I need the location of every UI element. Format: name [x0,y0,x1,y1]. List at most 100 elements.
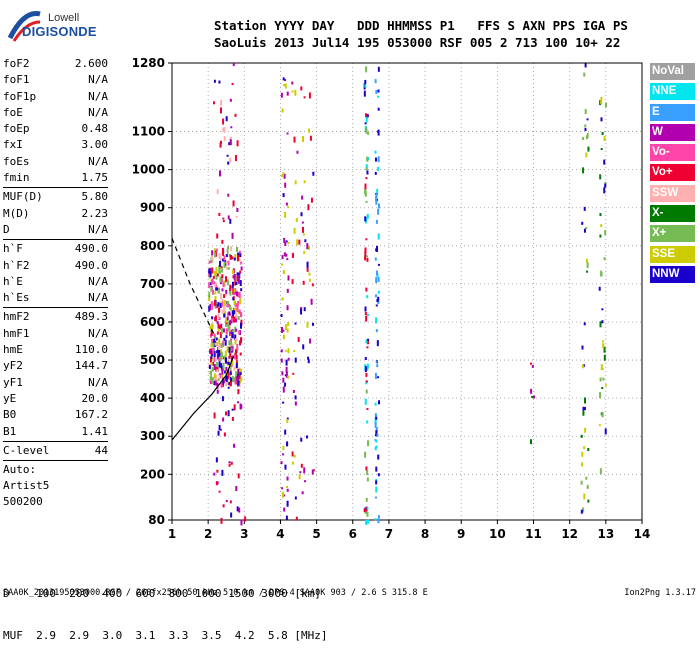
echo-point [281,255,284,260]
echo-point [219,107,222,114]
echo-point [215,267,218,273]
echo-point [213,336,216,340]
param-name: hmF2 [3,310,30,324]
echo-point [308,245,311,250]
echo-point [375,416,378,420]
echo-point [364,183,367,190]
echo-point [238,309,241,314]
echo-point [367,338,370,341]
echo-point [215,457,218,463]
echo-point [291,451,294,457]
echo-point [366,346,369,349]
echo-point [214,316,217,321]
echo-point [364,84,367,88]
echo-point [232,200,235,207]
echo-point [215,274,218,280]
echo-point [237,401,240,404]
echo-point [377,518,380,524]
echo-point [302,280,305,285]
echo-point [376,298,379,302]
echo-point [233,257,236,261]
echo-point [232,269,235,274]
echo-point [601,132,604,136]
echo-point [236,506,239,512]
echo-point [303,251,306,255]
echo-point [220,327,223,334]
echo-point [299,471,302,474]
echo-point [213,351,216,358]
echo-point [366,170,369,175]
echo-point [221,299,224,303]
echo-point [213,252,216,258]
echo-point [291,279,294,285]
x-tick-label: 12 [561,527,578,541]
echo-point [584,109,587,115]
echo-point [311,469,314,475]
echo-point [585,258,588,263]
echo-point [603,346,606,353]
auto-line: Auto: [3,463,37,477]
echo-point [306,243,309,250]
echo-point [366,408,369,411]
echo-point [603,159,606,165]
echo-point [227,215,230,220]
param-name: h`F [3,242,23,256]
echo-point [231,82,234,85]
echo-point [364,306,367,312]
echo-point [218,265,221,272]
echo-point [232,63,235,67]
param-value: N/A [88,222,108,236]
echo-point [224,370,227,374]
echo-point [374,446,377,451]
param-name: C-level [3,443,50,457]
echo-point [229,332,232,337]
echo-point [374,417,377,424]
echo-point [282,270,285,275]
echo-point [307,356,310,360]
echo-point [603,136,606,142]
echo-point [240,377,243,382]
echo-point [217,378,220,382]
y-tick-label: 400 [140,391,165,405]
echo-point [229,381,232,387]
echo-point [237,473,240,479]
echo-point [374,150,377,154]
echo-point [236,140,239,147]
echo-point [300,463,303,468]
echo-point [600,100,603,105]
echo-point [216,389,219,394]
echo-point [291,461,294,465]
echo-point [219,343,222,348]
echo-point [213,381,216,386]
echo-point [365,315,368,322]
echo-point [367,131,370,135]
echo-point [220,365,223,370]
x-tick-label: 13 [597,527,614,541]
echo-point [599,468,602,475]
echo-point [294,496,297,500]
header-values: SaoLuis 2013 Jul14 195 053000 RSF 005 2 … [214,35,621,50]
echo-point [221,239,224,244]
echo-point [225,260,228,264]
echo-point [282,193,285,198]
auto-line: Artist5 [3,479,50,493]
echo-point [365,116,368,123]
echo-point [209,303,212,310]
param-row: B1 1.41 [3,424,108,440]
echo-point [585,135,588,140]
echo-point [222,217,225,220]
y-tick-label: 80 [148,513,165,527]
x-tick-label: 10 [489,527,506,541]
echo-point [287,375,290,379]
echo-point [311,283,314,287]
echo-point [298,474,301,480]
echo-point [374,372,377,379]
echo-point [239,253,242,258]
echo-point [303,180,306,184]
dashed-trace [171,237,216,338]
echo-point [237,373,240,378]
echo-point [280,326,283,333]
echo-point [227,304,230,308]
param-name: foF1 [3,73,30,87]
echo-point [375,445,378,448]
